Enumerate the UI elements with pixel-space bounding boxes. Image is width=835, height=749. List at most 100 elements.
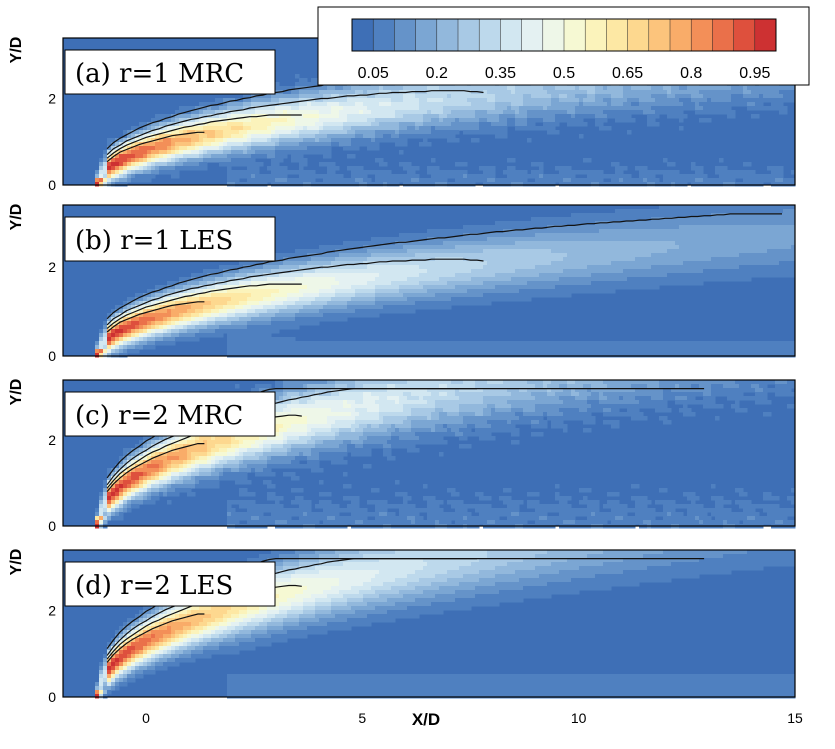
contour-cell [571, 114, 576, 119]
contour-cell [159, 114, 164, 119]
contour-cell [155, 150, 160, 155]
contour-cell [215, 154, 220, 159]
contour-cell [231, 297, 236, 302]
contour-cell [471, 138, 476, 143]
contour-cell [127, 154, 132, 159]
contour-cell [159, 337, 164, 342]
contour-cell [211, 309, 216, 314]
contour-cell [311, 341, 316, 346]
contour-cell [527, 138, 532, 143]
contour-cell [563, 166, 568, 171]
contour-cell [447, 174, 452, 179]
contour-cell [279, 301, 284, 306]
contour-cell [307, 134, 312, 139]
contour-cell [331, 285, 336, 290]
contour-cell [139, 317, 144, 322]
contour-cell [467, 114, 472, 119]
contour-cell [251, 126, 256, 131]
contour-cell [563, 102, 568, 107]
contour-cell [627, 114, 632, 119]
contour-cell [135, 162, 140, 167]
contour-cell [299, 297, 304, 302]
contour-cell [427, 182, 432, 187]
contour-cell [479, 126, 484, 131]
contour-cell [287, 178, 292, 183]
contour-cell [647, 110, 652, 115]
contour-cell [311, 273, 316, 278]
contour-cell [215, 138, 220, 143]
contour-cell [679, 94, 684, 99]
contour-cell [443, 126, 448, 131]
contour-cell [187, 154, 192, 159]
contour-cell [171, 285, 176, 290]
contour-cell [167, 313, 172, 318]
contour-cell [623, 110, 628, 115]
contour-cell [523, 174, 528, 179]
contour-cell [231, 142, 236, 147]
contour-cell [287, 337, 292, 342]
contour-cell [267, 118, 272, 123]
contour-cell [115, 329, 120, 334]
contour-cell [119, 345, 124, 350]
contour-cell [111, 345, 116, 350]
contour-cell [123, 174, 128, 179]
contour-cell [179, 162, 184, 167]
contour-cell [307, 82, 312, 87]
contour-cell [523, 114, 528, 119]
contour-cell [239, 170, 244, 175]
contour-cell [243, 142, 248, 147]
contour-cell [399, 150, 404, 155]
contour-cell [259, 341, 264, 346]
contour-cell [243, 170, 248, 175]
contour-cell [271, 162, 276, 167]
contour-cell [411, 102, 416, 107]
contour-cell [283, 325, 288, 330]
contour-cell [287, 325, 292, 330]
contour-cell [191, 122, 196, 127]
contour-cell [535, 174, 540, 179]
contour-cell [271, 297, 276, 302]
contour-cell [635, 182, 640, 187]
contour-cell [235, 333, 240, 338]
contour-cell [171, 154, 176, 159]
contour-cell [259, 110, 264, 115]
contour-cell [715, 94, 720, 99]
contour-cell [723, 174, 728, 179]
contour-cell [331, 90, 336, 95]
contour-cell [163, 333, 168, 338]
contour-cell [327, 94, 332, 99]
contour-cell [263, 138, 268, 143]
contour-cell [735, 86, 740, 91]
contour-cell [595, 118, 600, 123]
contour-cell [367, 178, 372, 183]
contour-cell [479, 174, 484, 179]
contour-cell [667, 94, 672, 99]
contour-cell [275, 321, 280, 326]
contour-cell [323, 162, 328, 167]
contour-cell [719, 182, 724, 187]
contour-cell [527, 98, 532, 103]
contour-cell [279, 337, 284, 342]
contour-cell [555, 98, 560, 103]
contour-cell [451, 174, 456, 179]
contour-cell [439, 182, 444, 187]
contour-cell [303, 126, 308, 131]
contour-cell [363, 142, 368, 147]
contour-cell [311, 285, 316, 290]
contour-cell [123, 349, 128, 354]
contour-cell [659, 86, 664, 91]
contour-cell [263, 150, 268, 155]
contour-cell [283, 341, 288, 346]
contour-cell [579, 134, 584, 139]
contour-cell [543, 178, 548, 183]
contour-cell [523, 118, 528, 123]
contour-cell [259, 301, 264, 306]
contour-cell [355, 146, 360, 151]
contour-cell [635, 94, 640, 99]
contour-cell [651, 170, 656, 175]
contour-cell [483, 94, 488, 99]
contour-cell [131, 329, 136, 334]
contour-cell [251, 285, 256, 290]
contour-cell [539, 166, 544, 171]
contour-cell [231, 317, 236, 322]
